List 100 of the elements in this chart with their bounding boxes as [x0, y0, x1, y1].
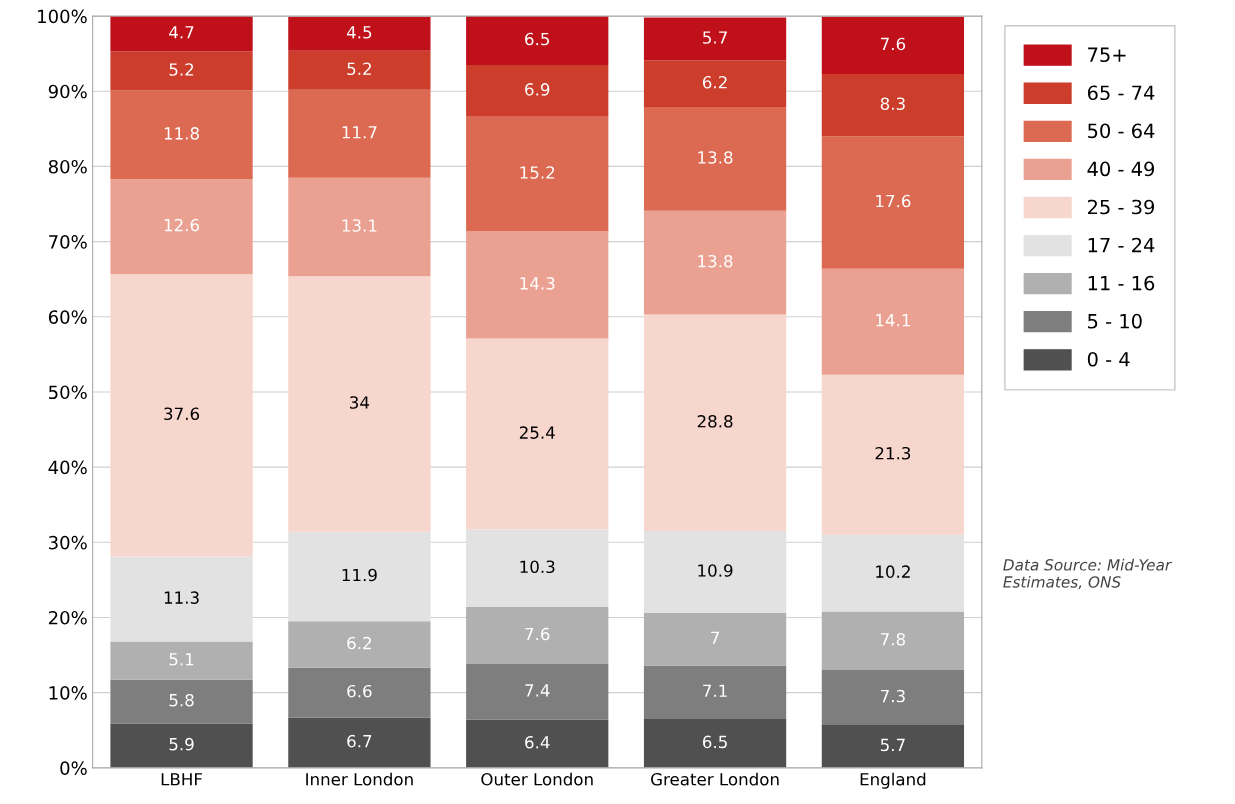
data-label: 7.4 [525, 684, 550, 697]
legend-label: 17 - 24 [1088, 237, 1155, 253]
y-tick-label: 80% [48, 159, 87, 174]
y-tick-label: 30% [49, 535, 87, 550]
data-label: 6.2 [347, 636, 371, 650]
y-tick-label: 100% [38, 9, 87, 24]
data-label: 11.7 [342, 126, 377, 139]
bar [466, 64, 609, 117]
bar [821, 670, 965, 725]
bar [643, 107, 787, 211]
data-label: 28.8 [697, 415, 733, 428]
data-label: 13.8 [698, 151, 733, 164]
data-label: 5.9 [169, 737, 194, 751]
data-label: 5.7 [880, 738, 905, 752]
bar [643, 210, 787, 315]
legend-label: 65 - 74 [1087, 85, 1155, 101]
bar [110, 16, 253, 52]
bar [110, 723, 253, 768]
data-label: 6.5 [702, 735, 727, 749]
legend-label: 0 - 4 [1087, 351, 1130, 367]
data-label: 4.5 [346, 26, 372, 39]
bar [288, 531, 431, 622]
bar [110, 556, 253, 642]
data-label: 11.9 [342, 568, 377, 582]
x-tick-label: Greater London [651, 772, 779, 786]
bar [821, 136, 965, 269]
data-label: 6.4 [525, 735, 550, 749]
data-label: 13.8 [698, 254, 733, 268]
y-tick-label: 90% [48, 84, 87, 99]
data-label: 6.2 [702, 75, 727, 89]
data-label: 34 [350, 396, 370, 409]
bar [288, 177, 431, 277]
y-tick-label: 50% [49, 385, 87, 400]
bar [110, 179, 253, 274]
data-label: 37.6 [164, 407, 200, 421]
bar [821, 73, 965, 137]
bar [110, 641, 253, 680]
data-label: 25.4 [519, 426, 555, 439]
bar [821, 268, 965, 375]
legend-label: 11 - 16 [1088, 275, 1155, 291]
x-tick-label: Outer London [481, 772, 593, 786]
y-tick-label: 0% [60, 761, 87, 775]
data-label: 6.6 [347, 684, 372, 698]
data-label: 10.2 [876, 565, 910, 578]
bar [466, 338, 609, 530]
x-tick-label: Inner London [306, 772, 413, 786]
data-label: 14.3 [520, 277, 555, 290]
data-label: 21.3 [875, 446, 911, 460]
bar [466, 116, 609, 232]
data-label: 5.2 [347, 62, 371, 76]
bar [821, 724, 965, 768]
y-tick-label: 10% [49, 686, 87, 700]
bar [288, 621, 431, 668]
data-label: 10.9 [698, 564, 733, 577]
bar [643, 531, 787, 613]
y-tick-label: 40% [48, 460, 87, 475]
bar [643, 665, 787, 719]
data-label: 7.3 [881, 689, 905, 703]
data-label: 7.6 [881, 37, 906, 51]
y-tick-label: 20% [48, 610, 87, 625]
data-label: 11.3 [164, 591, 199, 604]
bar [110, 90, 253, 180]
data-label: 5.2 [169, 63, 194, 76]
data-label: 6.7 [347, 734, 372, 748]
data-label: 6.9 [525, 83, 550, 96]
x-tick-label: England [860, 772, 926, 789]
data-label: 14.1 [876, 314, 910, 327]
legend-label: 75+ [1088, 47, 1126, 63]
source-note: Data Source: Mid-Year Estimates, ONS [1003, 558, 1172, 590]
bar [466, 719, 609, 768]
x-tick-label: LBHF [161, 773, 202, 786]
bar [466, 16, 609, 65]
data-label: 15.2 [520, 166, 555, 179]
data-label: 11.8 [164, 127, 199, 140]
data-label: 7 [711, 631, 719, 644]
data-label: 17.6 [876, 194, 911, 208]
data-label: 4.7 [169, 26, 194, 39]
data-label: 10.3 [520, 560, 555, 574]
bar [110, 51, 253, 91]
data-label: 7.1 [703, 684, 727, 697]
bar [466, 606, 609, 665]
bar [466, 231, 609, 339]
bar [466, 664, 609, 720]
bar [110, 273, 253, 557]
bar [643, 612, 787, 666]
bar [110, 679, 253, 724]
bar [288, 50, 431, 90]
data-label: 6.5 [525, 32, 550, 46]
bar [288, 89, 431, 178]
data-label: 13.1 [342, 219, 377, 232]
legend-label: 25 - 39 [1087, 199, 1155, 215]
bar [288, 717, 431, 768]
legend-label: 40 - 49 [1087, 161, 1155, 177]
data-label: 7.8 [881, 633, 906, 646]
bar [821, 374, 965, 535]
data-label: 5.1 [169, 653, 194, 666]
bar [288, 276, 431, 532]
legend-label: 5 - 10 [1088, 313, 1142, 329]
bar [288, 667, 431, 718]
data-label: 5.7 [703, 31, 727, 44]
